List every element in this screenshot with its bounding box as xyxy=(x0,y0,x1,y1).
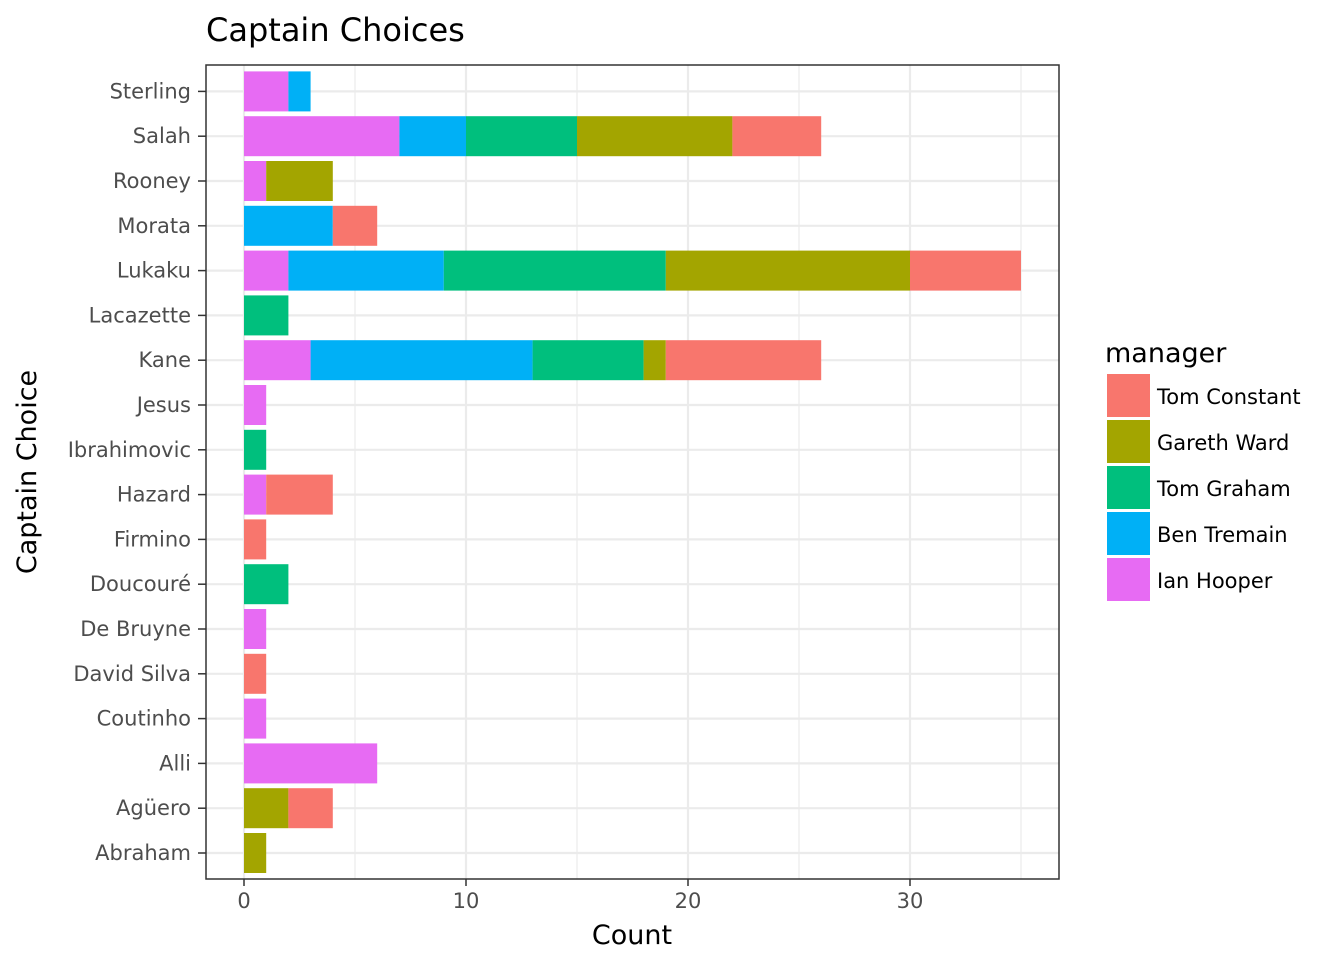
y-tick-label: Morata xyxy=(117,214,191,238)
y-tick-label: Ibrahimovic xyxy=(68,438,191,462)
legend-swatch xyxy=(1107,466,1150,509)
bar-segment xyxy=(643,340,666,381)
y-tick-label: Abraham xyxy=(95,841,191,865)
y-tick-label: David Silva xyxy=(73,662,191,686)
bar-segment xyxy=(310,340,533,381)
bar-segment xyxy=(244,250,289,291)
bar-segment xyxy=(288,250,444,291)
bar-segments xyxy=(244,71,1021,873)
bar-segment xyxy=(244,474,267,515)
bar-segment xyxy=(443,250,666,291)
bar-segment xyxy=(266,474,333,515)
bar-segment xyxy=(244,205,333,246)
legend-label: Gareth Ward xyxy=(1157,431,1289,455)
y-tick-label: Doucouré xyxy=(90,572,191,596)
bar-segment xyxy=(577,116,733,157)
bar-segment xyxy=(266,161,333,201)
bar-segment xyxy=(244,743,378,784)
bar-segment xyxy=(244,385,267,425)
y-tick-label: Lacazette xyxy=(89,303,191,327)
y-tick-label: De Bruyne xyxy=(80,617,191,641)
bar-segment xyxy=(244,788,289,829)
bar-segment xyxy=(244,653,267,694)
y-tick-label: Sterling xyxy=(110,79,191,103)
bar-segment xyxy=(244,116,400,157)
y-axis-title: Captain Choice xyxy=(12,370,43,574)
bar-segment xyxy=(732,116,822,157)
legend-swatch xyxy=(1107,420,1150,463)
bar-segment xyxy=(244,71,289,112)
x-tick-label: 10 xyxy=(453,889,480,913)
bar-segment xyxy=(244,295,289,336)
bar-segment xyxy=(910,250,1021,291)
legend-label: Tom Graham xyxy=(1156,477,1291,501)
y-tick-label: Kane xyxy=(139,348,192,372)
legend-swatch xyxy=(1107,512,1150,555)
bar-segment xyxy=(466,116,577,157)
y-tick-label: Coutinho xyxy=(97,707,191,731)
legend-label: Tom Constant xyxy=(1156,385,1301,409)
bar-segment xyxy=(244,340,311,381)
chart-title: Captain Choices xyxy=(206,11,465,49)
legend-title: manager xyxy=(1105,338,1227,369)
bar-segment xyxy=(244,564,289,605)
legend-swatch xyxy=(1107,558,1150,601)
bar-segment xyxy=(532,340,644,381)
bar-segment xyxy=(244,833,267,873)
x-axis-ticks: 0 10 20 30 xyxy=(237,879,923,913)
y-tick-label: Lukaku xyxy=(117,259,191,283)
bar-segment xyxy=(244,161,267,201)
y-tick-label: Alli xyxy=(159,751,191,775)
y-tick-label: Agüero xyxy=(116,796,191,820)
legend: manager Tom Constant Gareth Ward Tom Graha… xyxy=(1105,338,1301,601)
x-tick-label: 0 xyxy=(237,889,250,913)
bar-segment xyxy=(288,71,311,112)
legend-label: Ian Hooper xyxy=(1157,569,1273,593)
x-tick-label: 20 xyxy=(675,889,702,913)
y-tick-label: Firmino xyxy=(114,527,191,551)
plot-panel-border xyxy=(205,64,1060,880)
y-tick-label: Jesus xyxy=(135,393,191,417)
bar-segment xyxy=(399,116,466,157)
bar-segment xyxy=(332,205,378,246)
x-tick-label: 30 xyxy=(897,889,924,913)
legend-swatch xyxy=(1107,374,1150,417)
y-axis-ticks: Sterling Salah Rooney Morata Lukaku Lacazette… xyxy=(68,79,206,865)
bar-segment xyxy=(288,788,333,829)
bar-segment xyxy=(244,429,267,470)
x-axis-title: Count xyxy=(592,920,672,951)
bar-segment xyxy=(244,698,267,739)
bar-segment xyxy=(244,519,267,560)
y-tick-label: Salah xyxy=(133,124,191,148)
bar-segment xyxy=(665,250,910,291)
legend-label: Ben Tremain xyxy=(1157,523,1288,547)
bar-segment xyxy=(244,609,267,649)
bar-segment xyxy=(665,340,822,381)
y-tick-label: Hazard xyxy=(117,483,191,507)
y-tick-label: Rooney xyxy=(113,169,191,193)
